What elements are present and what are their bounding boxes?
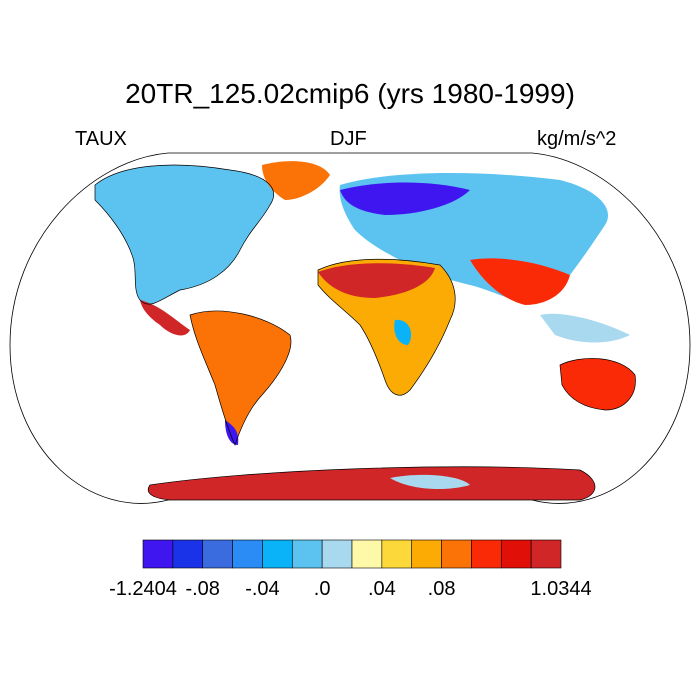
colorbar-swatch: [172, 539, 204, 569]
colorbar-label: .08: [428, 578, 456, 600]
colorbar-swatch: [291, 539, 323, 569]
land-fields: [95, 161, 636, 500]
colorbar-label: .0: [314, 578, 331, 600]
plot-title: 20TR_125.02cmip6 (yrs 1980-1999): [125, 78, 575, 109]
colorbar-swatch: [411, 539, 442, 569]
north-america: [95, 165, 274, 305]
coastlines: [94, 164, 636, 501]
colorbar-swatch: [471, 539, 502, 569]
antarctica-blue: [390, 474, 470, 490]
antarctica: [148, 466, 595, 500]
colorbar-swatch: [232, 539, 263, 569]
east-africa-blue: [394, 319, 412, 345]
colorbar-swatch: [351, 539, 383, 569]
sahara: [318, 263, 435, 298]
colorbar-swatch: [202, 539, 233, 569]
colorbar-swatch: [262, 539, 293, 569]
colorbar-swatch: [142, 539, 174, 569]
maritime-asia: [540, 313, 630, 343]
south-america-tip: [225, 420, 239, 445]
colorbar-label: .04: [368, 578, 396, 600]
units-label: kg/m/s^2: [537, 128, 617, 150]
australia: [560, 358, 636, 410]
colorbar-swatch: [441, 539, 472, 569]
colorbar-label: -1.2404: [109, 578, 177, 600]
colorbar-swatch: [530, 539, 562, 569]
variable-label: TAUX: [75, 128, 127, 150]
greenland: [262, 161, 330, 200]
south-america: [190, 311, 291, 445]
siberia-blue: [340, 182, 470, 215]
colorbar-swatch: [500, 539, 532, 569]
central-america: [140, 300, 190, 336]
colorbar-swatch: [381, 539, 413, 569]
asia-hot: [470, 258, 570, 305]
colorbar-label: -.08: [185, 578, 219, 600]
season-label: DJF: [330, 128, 367, 150]
colorbar-label: -.04: [245, 578, 279, 600]
colorbar-label: 1.0344: [530, 578, 591, 600]
colorbar-swatch: [321, 539, 353, 569]
